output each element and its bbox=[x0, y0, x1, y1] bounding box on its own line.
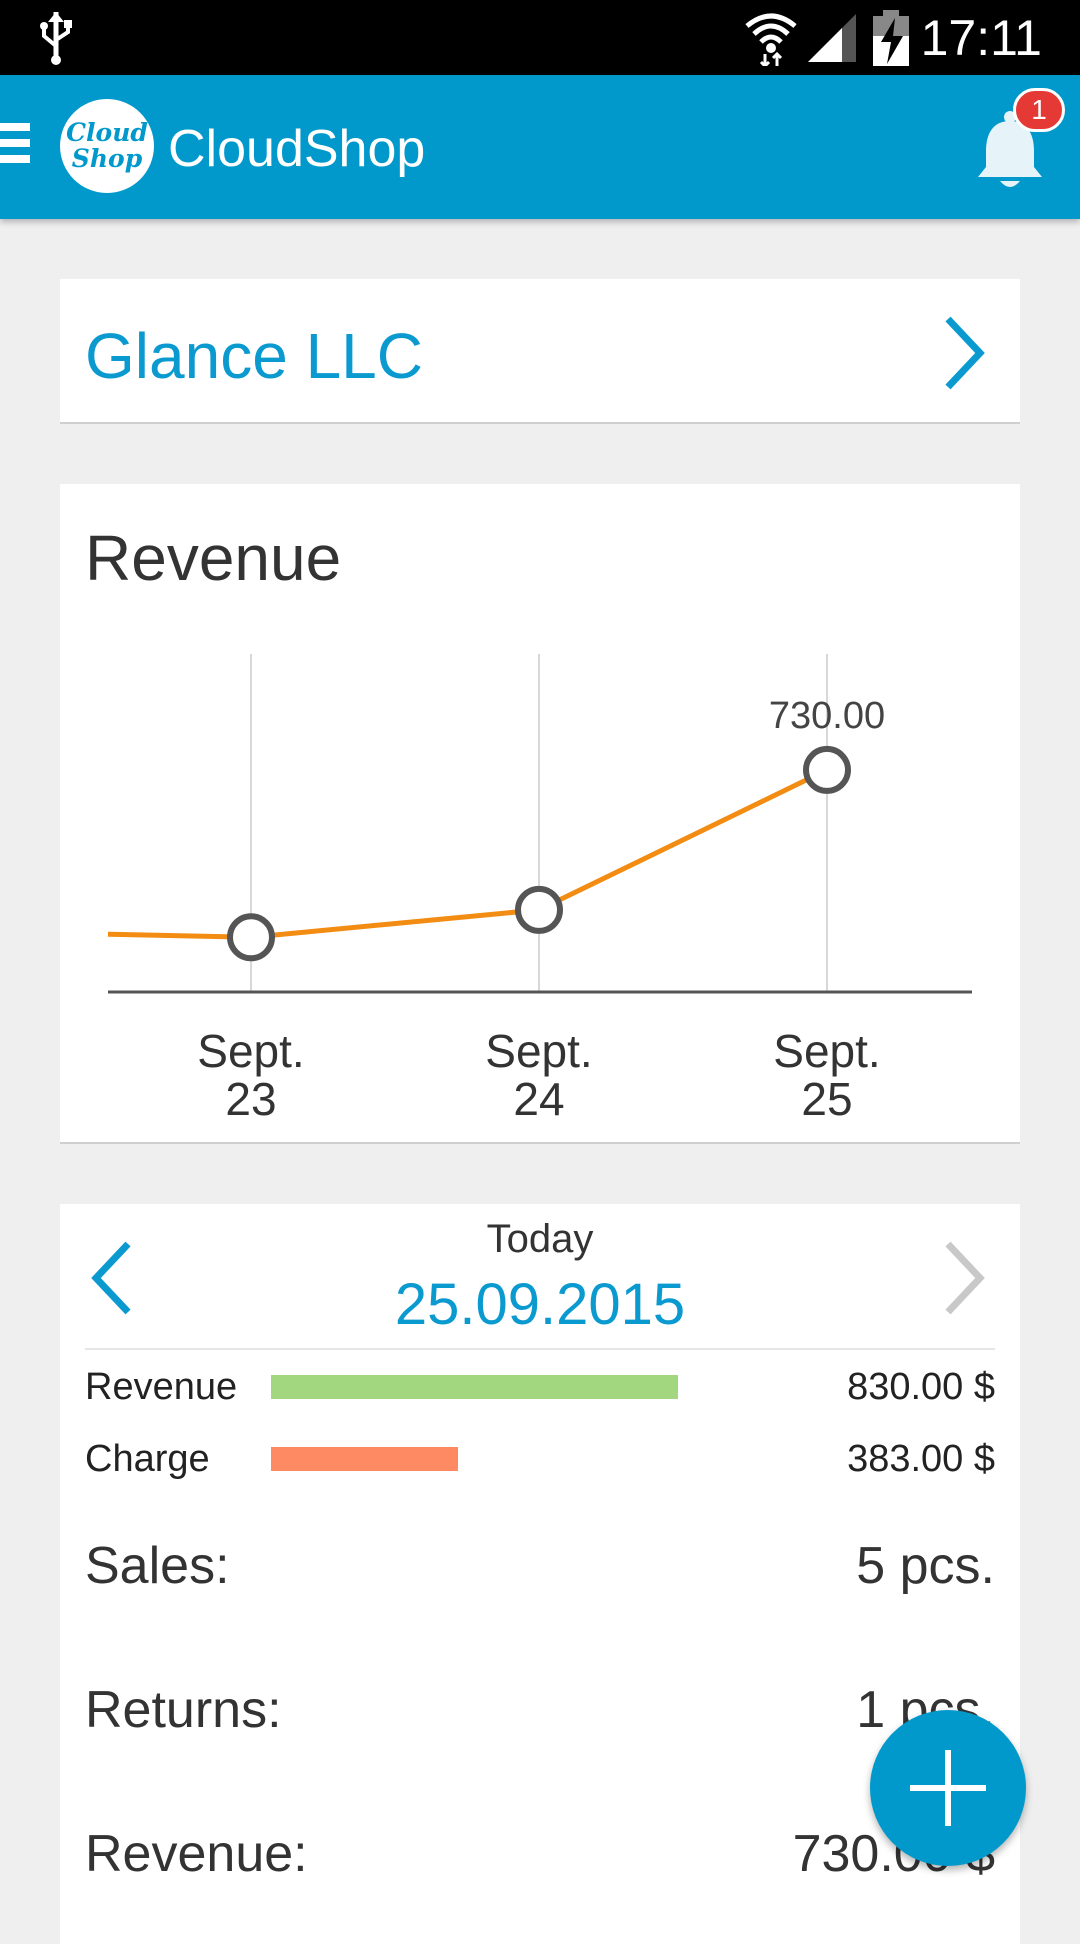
status-clock: 17:11 bbox=[920, 10, 1042, 66]
logo-text-line1: Cloud bbox=[66, 118, 148, 147]
company-selector[interactable]: Glance LLC bbox=[60, 279, 1020, 424]
bar-label: Revenue bbox=[85, 1366, 238, 1408]
chevron-right-icon[interactable] bbox=[942, 1240, 986, 1316]
stat-value: 5 pcs. bbox=[856, 1537, 995, 1595]
chevron-right-icon bbox=[945, 316, 985, 390]
x-tick-label: 24 bbox=[513, 1073, 564, 1125]
x-tick-label: 23 bbox=[225, 1073, 276, 1125]
revenue-series-line bbox=[107, 767, 829, 940]
bar-track bbox=[271, 1447, 767, 1471]
wifi-icon bbox=[745, 13, 797, 66]
data-label: 730.00 bbox=[769, 695, 885, 737]
x-tick-label: 25 bbox=[801, 1073, 852, 1125]
charge-bar-row: Charge 383.00 $ bbox=[85, 1434, 995, 1484]
daily-summary-card: Today 25.09.2015 Revenue 830.00 $ Charge… bbox=[60, 1204, 1020, 1944]
chart-title: Revenue bbox=[85, 522, 342, 594]
today-label: Today bbox=[486, 1217, 594, 1261]
stat-label: Sales: bbox=[85, 1537, 230, 1595]
add-button[interactable] bbox=[870, 1710, 1026, 1866]
returns-row: Returns: 1 pcs. bbox=[85, 1678, 995, 1742]
app-bar: Cloud Shop CloudShop bbox=[0, 75, 1080, 219]
bar-label: Charge bbox=[85, 1438, 210, 1480]
bar-track bbox=[271, 1375, 767, 1399]
stat-label: Returns: bbox=[85, 1681, 282, 1739]
bar-value: 383.00 $ bbox=[847, 1438, 995, 1480]
revenue-bar bbox=[271, 1375, 678, 1399]
menu-icon[interactable] bbox=[0, 123, 30, 171]
sales-row: Sales: 5 pcs. bbox=[85, 1534, 995, 1598]
app-logo: Cloud Shop bbox=[60, 99, 154, 193]
revenue-row: Revenue: 730.00 $ bbox=[85, 1822, 995, 1886]
notification-badge: 1 bbox=[1013, 88, 1065, 132]
stat-label: Revenue: bbox=[85, 1825, 308, 1883]
x-tick-label: Sept. bbox=[485, 1025, 592, 1077]
x-tick-label: Sept. bbox=[197, 1025, 304, 1077]
divider bbox=[85, 1348, 995, 1350]
usb-icon bbox=[40, 12, 72, 65]
logo-text-line2: Shop bbox=[71, 144, 143, 173]
app-title: CloudShop bbox=[168, 120, 426, 178]
date-value[interactable]: 25.09.2015 bbox=[394, 1272, 686, 1337]
revenue-bar-row: Revenue 830.00 $ bbox=[85, 1362, 995, 1412]
data-point bbox=[515, 885, 563, 934]
charge-bar bbox=[271, 1447, 459, 1471]
data-point bbox=[803, 745, 851, 794]
chevron-left-icon[interactable] bbox=[90, 1240, 134, 1316]
company-name: Glance LLC bbox=[85, 320, 423, 392]
signal-icon bbox=[808, 14, 856, 62]
x-tick-label: Sept. bbox=[773, 1025, 880, 1077]
bar-value: 830.00 $ bbox=[847, 1366, 995, 1408]
data-point bbox=[227, 913, 275, 962]
battery-charging-icon bbox=[873, 10, 909, 66]
status-bar: 17:11 bbox=[0, 0, 1080, 75]
revenue-chart-card: Revenue 730.00 Sept. 23 Sept. 24 Sept. 25 bbox=[60, 484, 1020, 1144]
